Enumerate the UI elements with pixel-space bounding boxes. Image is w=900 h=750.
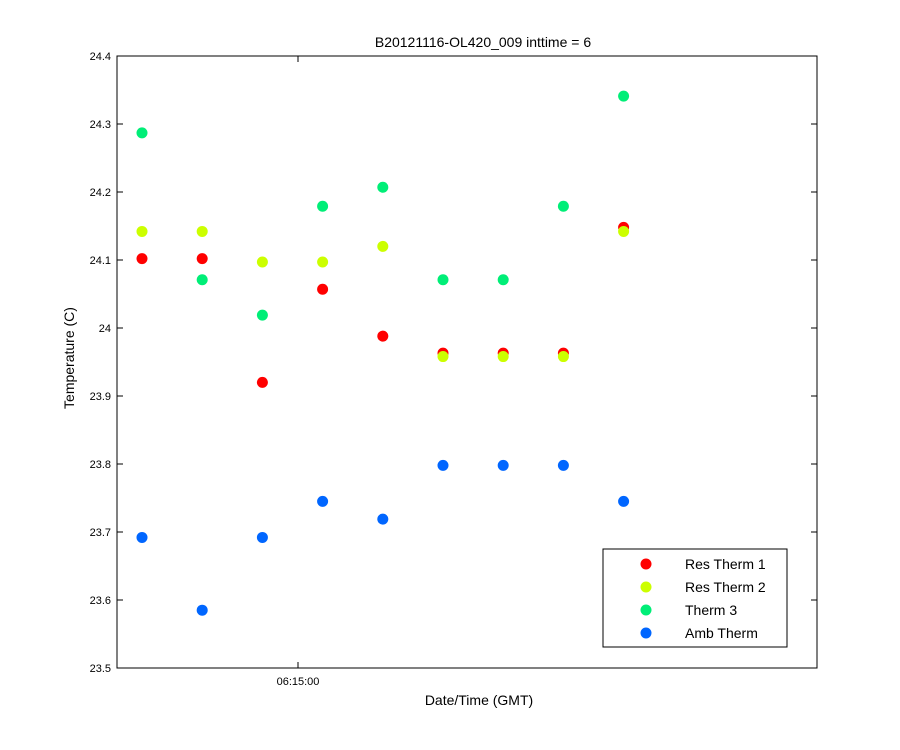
legend: Res Therm 1 Res Therm 2 Therm 3 Amb Therm (602, 548, 788, 648)
point-therm-3 (256, 309, 268, 321)
chart-title: B20121116-OL420_009 inttime = 6 (375, 34, 591, 50)
y-tick-label: 24.2 (90, 187, 111, 199)
legend-marker (640, 581, 652, 593)
point-res-therm-1 (377, 330, 389, 342)
y-tick-label: 23.7 (90, 527, 111, 539)
x-axis-title: Date/Time (GMT) (425, 692, 533, 708)
point-res-therm-1 (317, 283, 329, 295)
data-points (136, 90, 630, 616)
y-tick-label: 23.8 (90, 459, 111, 471)
point-amb-therm (377, 513, 389, 525)
point-amb-therm (196, 604, 208, 616)
point-res-therm-2 (136, 225, 148, 237)
y-tick-label: 24.1 (90, 255, 111, 267)
y-axis-title: Temperature (C) (61, 307, 77, 409)
point-res-therm-1 (196, 253, 208, 265)
point-therm-3 (618, 90, 630, 102)
point-res-therm-1 (136, 253, 148, 265)
point-therm-3 (377, 181, 389, 193)
y-tick-label: 24.4 (90, 51, 111, 63)
point-amb-therm (317, 495, 329, 507)
x-axis: 06:15:00 (277, 56, 320, 688)
point-res-therm-2 (196, 225, 208, 237)
point-res-therm-2 (377, 240, 389, 252)
point-res-therm-1 (256, 376, 268, 388)
point-amb-therm (136, 531, 148, 543)
point-res-therm-2 (557, 351, 569, 363)
point-res-therm-2 (618, 225, 630, 237)
point-res-therm-2 (317, 256, 329, 268)
legend-marker (640, 558, 652, 570)
y-tick-label: 23.9 (90, 391, 111, 403)
point-therm-3 (557, 200, 569, 212)
point-res-therm-2 (437, 351, 449, 363)
point-amb-therm (437, 459, 449, 471)
legend-label: Res Therm 2 (685, 579, 766, 595)
y-axis: 23.5 23.6 23.7 23.8 23.9 24 24.1 24.2 24.3 24.4 (90, 51, 817, 675)
point-therm-3 (497, 274, 509, 286)
point-therm-3 (136, 127, 148, 139)
point-therm-3 (437, 274, 449, 286)
legend-marker (640, 604, 652, 616)
legend-box (602, 548, 788, 648)
y-tick-label: 23.5 (90, 663, 111, 675)
point-amb-therm (497, 459, 509, 471)
y-tick-label: 24 (99, 323, 111, 335)
point-amb-therm (557, 459, 569, 471)
point-amb-therm (618, 495, 630, 507)
y-tick-label: 24.3 (90, 119, 111, 131)
x-tick-label: 06:15:00 (277, 676, 320, 688)
legend-marker (640, 627, 652, 639)
point-therm-3 (196, 274, 208, 286)
legend-label: Therm 3 (685, 602, 737, 618)
point-res-therm-2 (256, 256, 268, 268)
point-res-therm-2 (497, 351, 509, 363)
y-tick-label: 23.6 (90, 595, 111, 607)
point-therm-3 (317, 200, 329, 212)
point-amb-therm (256, 531, 268, 543)
legend-label: Res Therm 1 (685, 556, 766, 572)
legend-label: Amb Therm (685, 625, 758, 641)
